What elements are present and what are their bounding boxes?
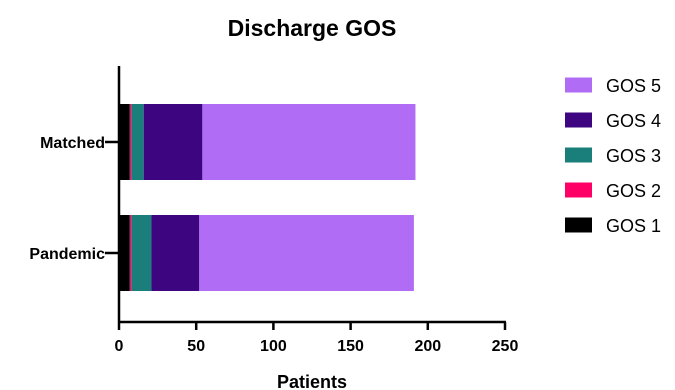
chart-title: Discharge GOS bbox=[228, 15, 397, 41]
y-category-label: Matched bbox=[40, 135, 105, 152]
bar-matched-gos-3 bbox=[131, 104, 144, 180]
legend-swatch-gos-3 bbox=[565, 147, 592, 163]
x-tick-label: 200 bbox=[414, 338, 441, 355]
legend: GOS 5 GOS 4 GOS 3 GOS 2 GOS 1 bbox=[565, 76, 661, 236]
bar-pandemic-gos-4 bbox=[151, 215, 200, 291]
legend-swatch-gos-4 bbox=[565, 112, 592, 128]
bar-pandemic-gos-3 bbox=[131, 215, 152, 291]
y-category-label: Pandemic bbox=[29, 246, 105, 263]
bar-pandemic-gos-5 bbox=[199, 215, 414, 291]
bar-matched-gos-5 bbox=[202, 104, 416, 180]
legend-swatch-gos-1 bbox=[565, 217, 592, 233]
bar-pandemic-gos-2 bbox=[129, 215, 132, 291]
legend-label: GOS 2 bbox=[606, 181, 661, 201]
bar-matched-gos-4 bbox=[143, 104, 203, 180]
x-tick-label: 0 bbox=[115, 338, 124, 355]
legend-label: GOS 4 bbox=[606, 111, 661, 131]
axes-group: 0 50 100 150 200 250 Matched Pandemic bbox=[29, 66, 518, 355]
x-tick-label: 150 bbox=[337, 338, 364, 355]
legend-swatch-gos-5 bbox=[565, 77, 592, 93]
bar-pandemic-gos-1 bbox=[119, 215, 130, 291]
legend-label: GOS 3 bbox=[606, 146, 661, 166]
x-tick-label: 250 bbox=[492, 338, 519, 355]
bars-group bbox=[119, 104, 416, 291]
x-axis-label: Patients bbox=[277, 372, 347, 390]
legend-swatch-gos-2 bbox=[565, 182, 592, 198]
x-tick-label: 100 bbox=[260, 338, 287, 355]
bar-matched-gos-2 bbox=[129, 104, 132, 180]
legend-label: GOS 5 bbox=[606, 76, 661, 96]
x-tick-label: 50 bbox=[187, 338, 205, 355]
bar-matched-gos-1 bbox=[119, 104, 130, 180]
legend-label: GOS 1 bbox=[606, 216, 661, 236]
